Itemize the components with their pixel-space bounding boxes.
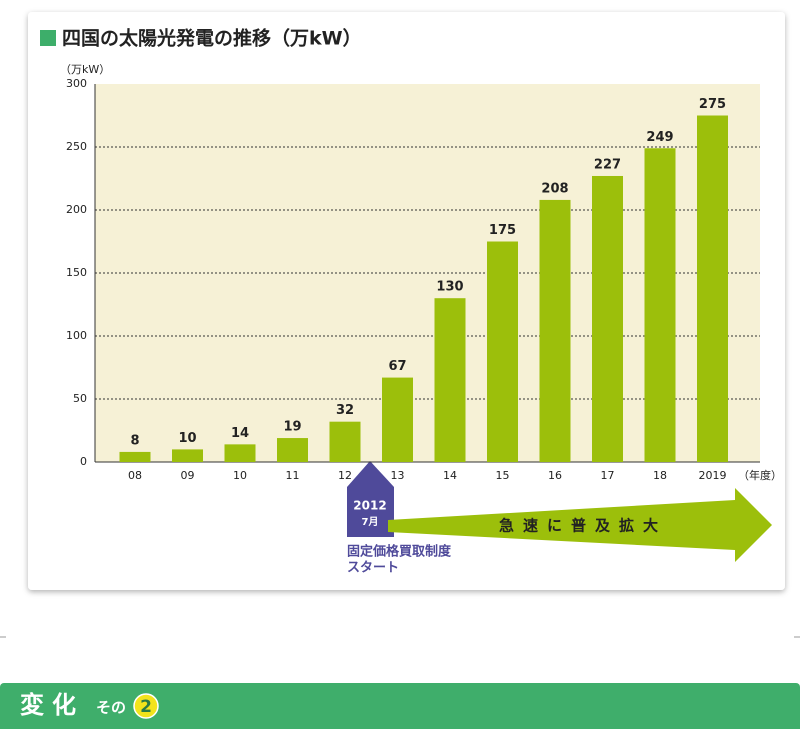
banner-badge <box>133 693 159 719</box>
value-label: 8 <box>130 433 139 448</box>
value-label: 175 <box>489 223 516 238</box>
y-tick-label: 50 <box>73 392 87 405</box>
y-tick-label: 300 <box>66 77 87 90</box>
bar <box>382 377 413 462</box>
x-tick-label: 16 <box>548 469 562 482</box>
x-tick-label: 09 <box>181 469 195 482</box>
value-label: 14 <box>231 426 249 441</box>
trend-label: 急速に普及拡大 <box>499 517 667 535</box>
banner <box>0 683 800 729</box>
y-tick-label: 150 <box>66 266 87 279</box>
x-tick-label: 08 <box>128 469 142 482</box>
bar <box>592 175 623 463</box>
banner-title: 変化 <box>20 691 84 719</box>
bar <box>487 241 518 462</box>
y-tick-label: 100 <box>66 329 87 342</box>
trend-arrow <box>388 488 772 562</box>
start-label: スタート <box>347 561 399 576</box>
bar <box>277 438 308 462</box>
start-month: 7月 <box>362 516 379 528</box>
x-tick-label: 2019 <box>699 469 727 482</box>
value-label: 275 <box>699 97 726 112</box>
bar <box>644 148 676 462</box>
x-tick-label: 15 <box>496 469 510 482</box>
bar <box>539 199 571 463</box>
x-tick-label: 12 <box>338 469 352 482</box>
x-tick-label: 14 <box>443 469 457 482</box>
value-label: 249 <box>646 130 673 145</box>
start-label: 固定価格買取制度 <box>347 544 452 560</box>
y-tick-label: 250 <box>66 140 87 153</box>
x-tick-label: 11 <box>286 469 300 482</box>
value-label: 10 <box>178 431 196 446</box>
y-tick-label: 200 <box>66 203 87 216</box>
x-tick-label: 17 <box>601 469 615 482</box>
chart-title: 四国の太陽光発電の推移（万kW） <box>62 27 362 50</box>
x-unit-label: （年度） <box>738 468 782 482</box>
value-label: 130 <box>436 280 463 295</box>
bar <box>172 449 203 462</box>
x-tick-label: 10 <box>233 469 247 482</box>
start-year: 2012 <box>353 499 386 513</box>
value-label: 227 <box>594 157 621 172</box>
bar <box>697 115 728 462</box>
x-tick-label: 13 <box>391 469 405 482</box>
title-marker <box>40 30 56 46</box>
bar <box>119 451 151 462</box>
value-label: 19 <box>283 420 301 435</box>
banner-suffix: その <box>96 699 126 717</box>
x-tick-label: 18 <box>653 469 667 482</box>
value-label: 67 <box>388 359 406 374</box>
value-label: 32 <box>336 403 354 418</box>
bar <box>224 444 256 462</box>
start-arrow <box>347 461 394 537</box>
bar <box>329 421 361 462</box>
banner-number: 2 <box>140 697 152 717</box>
y-tick-label: 0 <box>80 455 87 468</box>
bar <box>434 298 466 462</box>
y-unit-label: （万kW） <box>60 63 110 76</box>
value-label: 208 <box>541 181 568 196</box>
